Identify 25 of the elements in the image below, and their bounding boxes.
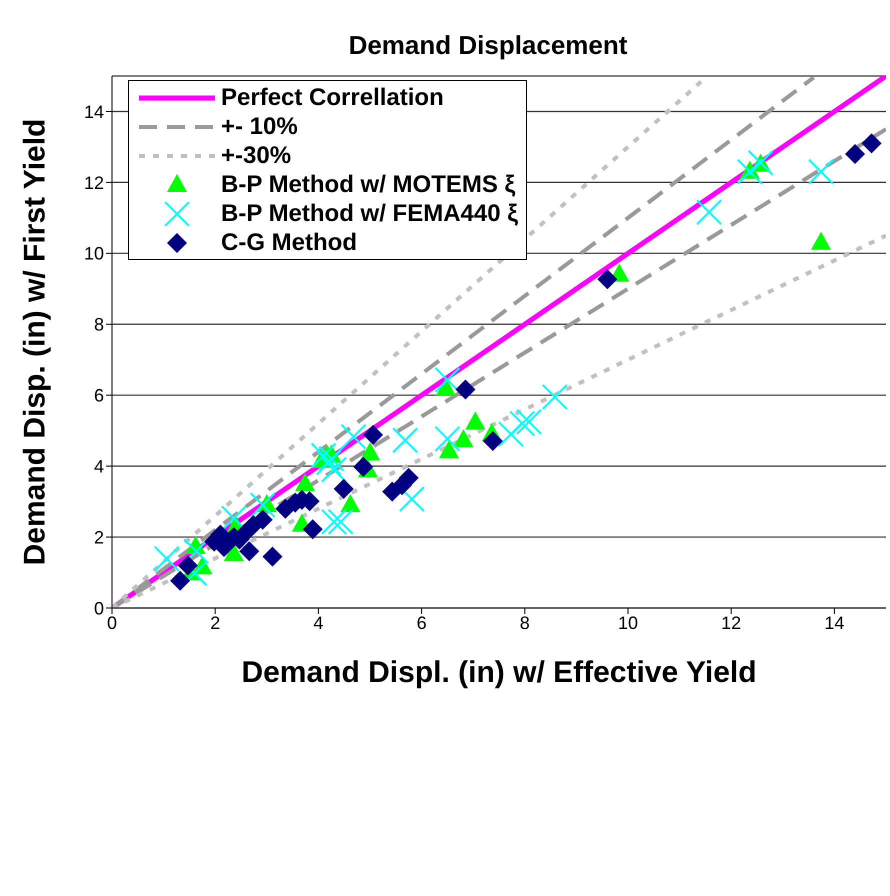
y-tick-label: 12 bbox=[84, 172, 104, 193]
y-axis-title: Demand Disp. (in) w/ First Yield bbox=[18, 118, 52, 566]
x-tick-label: 2 bbox=[210, 612, 220, 633]
chart-title: Demand Displacement bbox=[348, 30, 628, 61]
y-tick-label: 14 bbox=[84, 102, 104, 122]
x-tick-label: 14 bbox=[824, 612, 844, 633]
y-tick-label: 2 bbox=[94, 527, 104, 548]
x-tick-label: 12 bbox=[721, 612, 742, 633]
y-tick-label: 4 bbox=[94, 456, 104, 477]
legend-label: B-P Method w/ MOTEMS ξ bbox=[221, 170, 516, 198]
x-tick-label: 0 bbox=[106, 612, 118, 633]
x-tick-label: 8 bbox=[520, 612, 530, 633]
legend-label: +-30% bbox=[221, 142, 292, 170]
y-tick-label: 6 bbox=[94, 386, 104, 406]
legend-label: C-G Method bbox=[221, 228, 357, 256]
y-tick-label: 8 bbox=[94, 314, 104, 335]
x-tick-label: 4 bbox=[313, 612, 324, 633]
y-tick-label: 10 bbox=[84, 244, 104, 264]
legend-label: Perfect Correllation bbox=[221, 84, 444, 112]
x-tick-label: 10 bbox=[618, 612, 638, 633]
x-tick-label: 6 bbox=[416, 612, 427, 633]
legend-label: B-P Method w/ FEMA440 ξ bbox=[221, 200, 518, 228]
x-axis-title: Demand Displ. (in) w/ Effective Yield bbox=[241, 656, 757, 689]
y-tick-label: 0 bbox=[94, 598, 104, 618]
legend-label: +- 10% bbox=[221, 112, 298, 140]
